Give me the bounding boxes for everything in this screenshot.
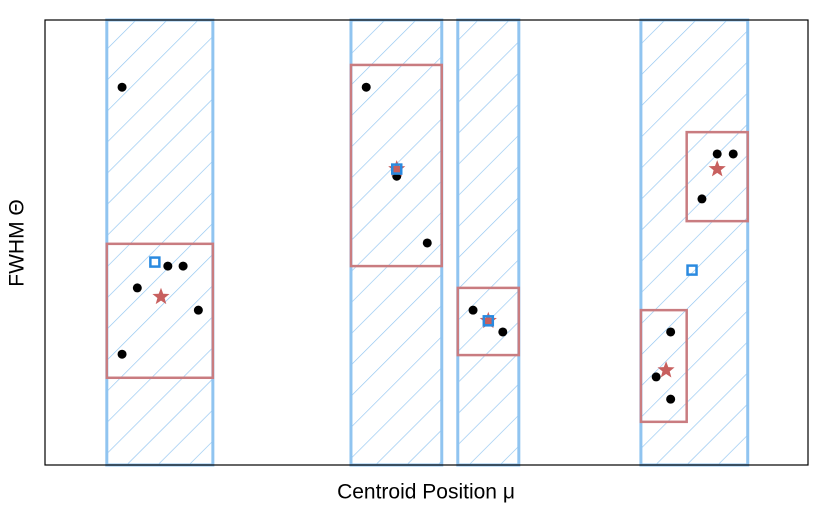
box xyxy=(349,63,444,268)
x-axis-label: Centroid Position μ xyxy=(337,481,515,504)
box xyxy=(685,130,749,223)
box xyxy=(456,286,521,357)
point xyxy=(117,349,127,359)
point xyxy=(163,261,173,271)
star xyxy=(479,311,497,329)
square xyxy=(390,163,403,175)
point xyxy=(697,194,707,204)
point xyxy=(651,372,661,382)
box xyxy=(105,242,215,380)
point xyxy=(666,327,676,337)
point xyxy=(666,394,676,404)
point xyxy=(193,305,203,315)
point xyxy=(132,283,142,293)
point xyxy=(498,327,508,337)
plot-layer xyxy=(105,18,750,467)
point xyxy=(117,82,127,92)
band xyxy=(456,18,521,467)
point xyxy=(422,238,432,248)
band xyxy=(105,18,215,467)
point xyxy=(712,149,722,159)
point xyxy=(468,305,478,315)
plot-frame xyxy=(44,19,809,466)
square xyxy=(686,264,698,276)
square xyxy=(482,315,495,327)
star xyxy=(657,361,675,378)
star xyxy=(152,287,170,305)
y-axis-label: FWHM Θ xyxy=(6,199,29,286)
point xyxy=(178,261,188,271)
band xyxy=(639,18,750,467)
star xyxy=(708,160,726,177)
box xyxy=(639,308,688,424)
star xyxy=(388,160,406,177)
square xyxy=(149,256,161,268)
point xyxy=(728,149,738,159)
point xyxy=(361,82,371,92)
